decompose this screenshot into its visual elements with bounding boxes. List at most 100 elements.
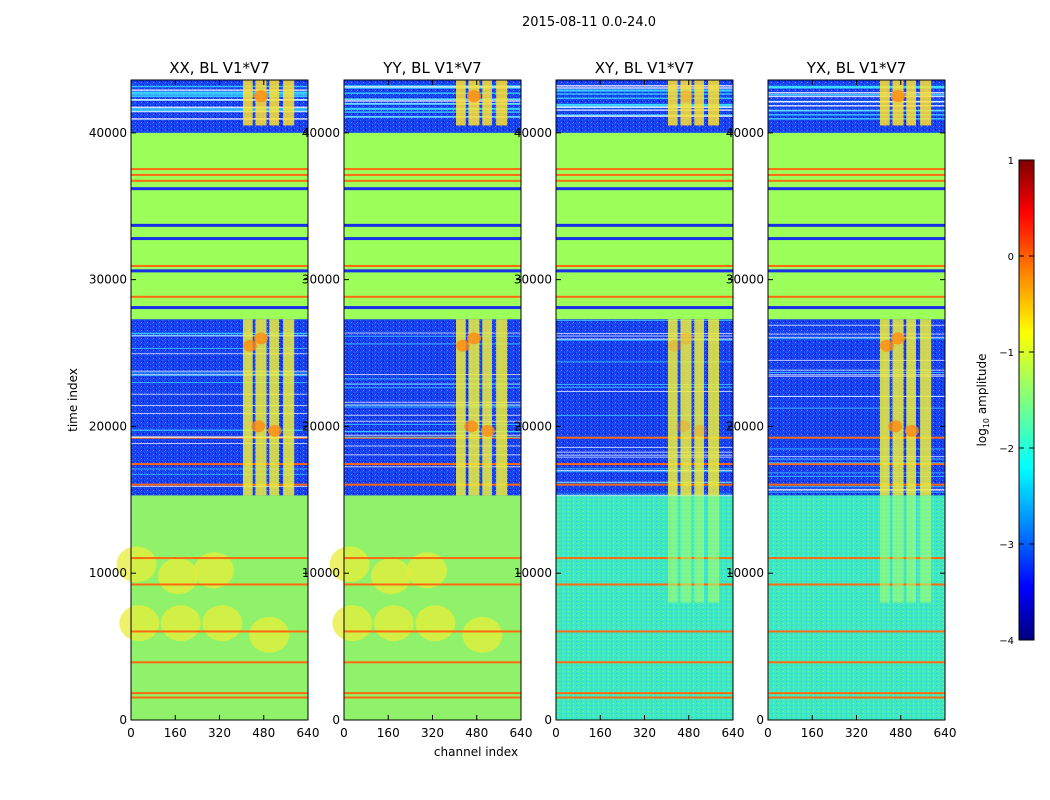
- heatmap-stripe: [556, 90, 733, 92]
- heatmap-stripe: [131, 110, 308, 113]
- heatmap-rfi-column: [708, 319, 720, 496]
- heatmap-rfi-line: [768, 463, 945, 466]
- y-tick-label: 30000: [89, 273, 127, 287]
- heatmap-rfi-line: [131, 168, 308, 171]
- heatmap-hotspot: [466, 90, 481, 103]
- heatmap-rfi-line: [768, 661, 945, 664]
- heatmap-rfi-line: [768, 173, 945, 176]
- x-tick-label: 480: [677, 726, 700, 740]
- heatmap-stripe: [344, 374, 521, 376]
- heatmap-stripe: [768, 448, 945, 450]
- heatmap-stripe: [131, 94, 308, 96]
- heatmap-rfi-line: [344, 583, 521, 586]
- heatmap-blob: [158, 558, 199, 595]
- heatmap-hotspot: [888, 420, 903, 433]
- heatmap-stripe: [768, 371, 945, 373]
- heatmap-stripe: [556, 85, 733, 87]
- heatmap-stripe: [344, 466, 521, 468]
- heatmap-stripe: [556, 454, 733, 456]
- x-tick-label: 640: [297, 726, 320, 740]
- colorbar-tick-label: −2: [999, 444, 1014, 455]
- heatmap-rfi-column: [880, 495, 890, 603]
- heatmap-stripe: [131, 334, 308, 336]
- heatmap-rfi-line: [131, 463, 308, 466]
- heatmap-stripe: [344, 404, 521, 406]
- heatmap-gap-line: [344, 306, 521, 310]
- y-tick-label: 40000: [89, 126, 127, 140]
- heatmap-stripe: [344, 332, 521, 334]
- heatmap-stripe: [556, 89, 733, 91]
- heatmap-stripe: [768, 458, 945, 460]
- heatmap-rfi-line: [344, 483, 521, 486]
- heatmap-blob: [406, 552, 447, 589]
- heatmap-stripe: [344, 111, 521, 113]
- heatmap-rfi-column: [906, 319, 916, 496]
- heatmap-rfi-line: [131, 661, 308, 664]
- heatmap-rfi-line: [556, 557, 733, 560]
- heatmap-hotspot: [480, 424, 495, 437]
- heatmap-rfi-line: [344, 295, 521, 298]
- heatmap-hotspot: [678, 90, 693, 103]
- heatmap-blob: [373, 605, 414, 642]
- heatmap-rfi-column: [283, 80, 295, 126]
- heatmap-stripe: [768, 475, 945, 477]
- heatmap-blob: [415, 605, 456, 642]
- heatmap-stripe: [131, 405, 308, 407]
- heatmap-rfi-column: [283, 319, 295, 496]
- heatmap-rfi-column: [920, 80, 932, 126]
- heatmap-stripe: [556, 103, 733, 106]
- heatmap-rfi-column: [456, 80, 466, 126]
- heatmap-stripe: [344, 92, 521, 94]
- colorbar-tick-label: 0: [1008, 252, 1014, 263]
- colorbar-gradient: [1018, 159, 1035, 641]
- heatmap-gap-line: [131, 237, 308, 241]
- heatmap-hotspot: [692, 424, 707, 437]
- x-axis-label: channel index: [434, 745, 518, 759]
- heatmap-region-low: [556, 495, 733, 720]
- heatmap-rfi-column: [694, 495, 704, 603]
- heatmap-gap-line: [344, 223, 521, 227]
- y-tick-label: 0: [119, 713, 127, 727]
- heatmap-gap-line: [768, 223, 945, 227]
- heatmap-blob: [160, 605, 201, 642]
- heatmap-stripe: [768, 456, 945, 458]
- heatmap-stripe: [556, 451, 733, 453]
- heatmap-stripe: [131, 436, 308, 438]
- heatmap-hotspot: [251, 420, 266, 433]
- heatmap-stripe: [556, 456, 733, 458]
- x-tick-label: 480: [465, 726, 488, 740]
- heatmap-rfi-line: [556, 463, 733, 466]
- heatmap-rfi-column: [906, 80, 916, 126]
- heatmap-stripe: [768, 462, 945, 464]
- x-tick-label: 480: [889, 726, 912, 740]
- heatmap-blob: [116, 546, 157, 583]
- heatmap-stripe: [131, 468, 308, 470]
- heatmap-rfi-line: [768, 557, 945, 560]
- y-tick-label: 40000: [514, 126, 552, 140]
- panel-title: XY, BL V1*V7: [595, 59, 695, 77]
- heatmap-rfi-line: [768, 696, 945, 699]
- colorbar-label-sub: 10: [982, 418, 991, 428]
- heatmap-stripe: [768, 118, 945, 120]
- heatmap-stripe: [344, 383, 521, 385]
- panel-title: XX, BL V1*V7: [169, 59, 270, 77]
- heatmap-rfi-column: [694, 80, 704, 126]
- heatmap-rfi-line: [131, 630, 308, 633]
- heatmap-stripe: [131, 92, 308, 94]
- heatmap-hotspot: [667, 339, 682, 352]
- heatmap-stripe: [131, 89, 308, 91]
- heatmap-hotspot: [890, 90, 905, 103]
- heatmap-hotspot: [455, 339, 470, 352]
- heatmap-gap-line: [556, 269, 733, 273]
- heatmap-rfi-line: [556, 264, 733, 267]
- heatmap-stripe: [556, 106, 733, 109]
- heatmap-stripe: [344, 436, 521, 438]
- heatmap-rfi-column: [880, 80, 890, 126]
- heatmap-stripe: [131, 91, 308, 94]
- heatmap-stripe: [131, 118, 308, 120]
- heatmap-rfi-line: [131, 696, 308, 699]
- heatmap-stripe: [556, 468, 733, 470]
- heatmap-rfi-column: [482, 80, 492, 126]
- heatmap-stripe: [344, 108, 521, 111]
